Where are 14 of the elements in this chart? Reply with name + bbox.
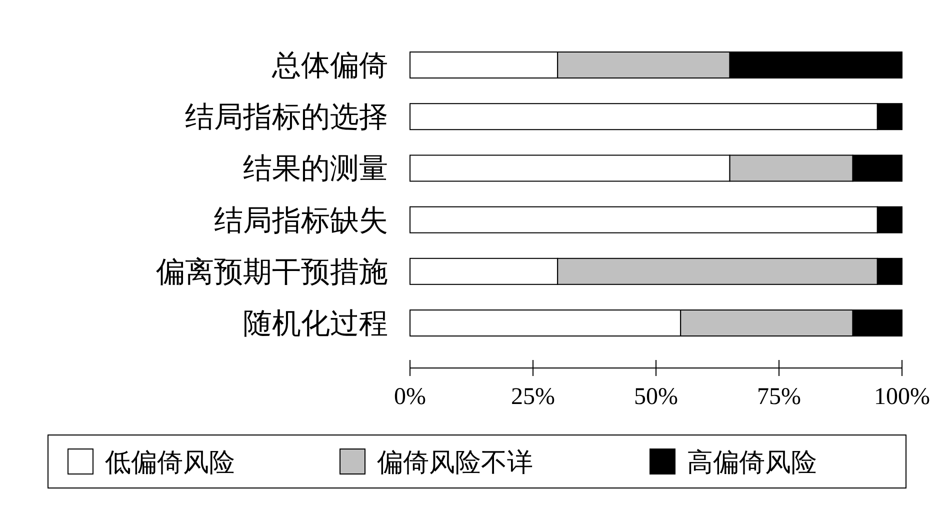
x-tick-label: 75% xyxy=(757,384,801,410)
x-tick-label: 50% xyxy=(634,384,678,410)
y-tick-label: 结局指标的选择 xyxy=(185,102,388,134)
x-tick-label: 25% xyxy=(511,384,555,410)
x-tick-label: 100% xyxy=(874,384,930,410)
y-tick-label: 总体偏倚 xyxy=(271,50,388,82)
legend-label: 低偏倚风险 xyxy=(105,448,235,477)
y-tick-label: 偏离预期干预措施 xyxy=(156,256,388,288)
y-tick-label: 随机化过程 xyxy=(243,308,388,340)
y-tick-label: 结局指标缺失 xyxy=(214,204,388,237)
y-tick-label: 结果的测量 xyxy=(243,153,388,186)
legend-label: 偏倚风险不详 xyxy=(377,448,533,477)
legend-label: 高偏倚风险 xyxy=(687,448,817,477)
x-tick-label: 0% xyxy=(394,384,426,410)
